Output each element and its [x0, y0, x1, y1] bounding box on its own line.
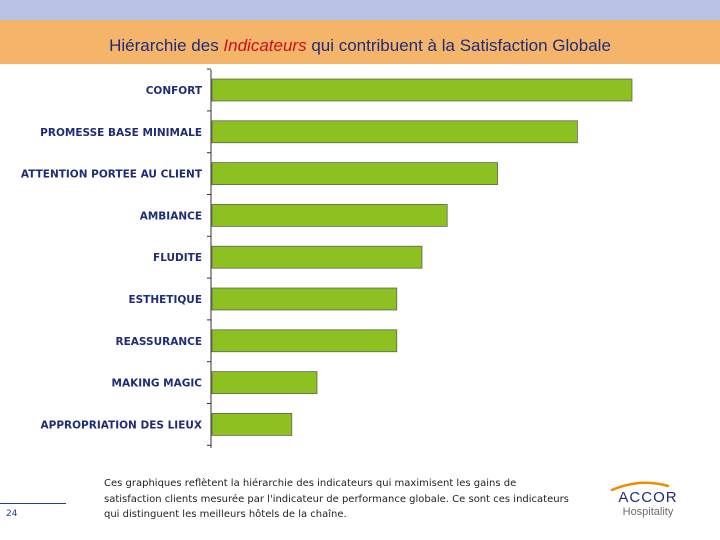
- category-label: PROMESSE BASE MINIMALE: [40, 127, 202, 139]
- bar-esthetique: [211, 287, 398, 311]
- bar-making-magic: [211, 371, 318, 394]
- category-label: AMBIANCE: [140, 210, 202, 222]
- bar-fludite: [211, 245, 423, 269]
- category-label: ATTENTION PORTEE AU CLIENT: [21, 169, 203, 181]
- bar-chart: CONFORT PROMESSE BASE MINIMALE ATTENTION P…: [21, 68, 633, 448]
- title-suffix: qui contribuent à la Satisfaction Global…: [306, 36, 611, 55]
- category-label: REASSURANCE: [116, 336, 202, 348]
- category-label: CONFORT: [146, 85, 203, 97]
- caption-text: Ces graphiques reflètent la hiérarchie d…: [104, 478, 569, 520]
- bar-attention-portee-au-client: [211, 162, 498, 185]
- category-label: ESTHETIQUE: [128, 294, 202, 306]
- title-band: Hiérarchie des Indicateurs qui contribue…: [0, 20, 720, 64]
- title-prefix: Hiérarchie des: [109, 36, 224, 55]
- page-title: Hiérarchie des Indicateurs qui contribue…: [0, 36, 720, 56]
- accor-logo: ACCOR Hospitality: [610, 481, 677, 518]
- category-label: APPROPRIATION DES LIEUX: [41, 419, 202, 431]
- bar-promesse-base-minimale: [211, 120, 578, 144]
- footer-divider: [0, 503, 66, 504]
- title-highlight: Indicateurs: [223, 36, 307, 55]
- bar-reassurance: [211, 329, 398, 353]
- logo-swoosh: [610, 481, 670, 492]
- top-accent-strip: [0, 0, 720, 20]
- bar-confort: [211, 78, 633, 102]
- logo-subtitle: Hospitality: [623, 506, 674, 518]
- category-label: MAKING MAGIC: [112, 378, 203, 390]
- category-label: FLUDITE: [153, 252, 202, 264]
- page-number: 24: [6, 509, 18, 519]
- logo-brand: ACCOR: [618, 489, 677, 506]
- bar-ambiance: [211, 204, 448, 227]
- bar-appropriation-des-lieux: [211, 413, 293, 436]
